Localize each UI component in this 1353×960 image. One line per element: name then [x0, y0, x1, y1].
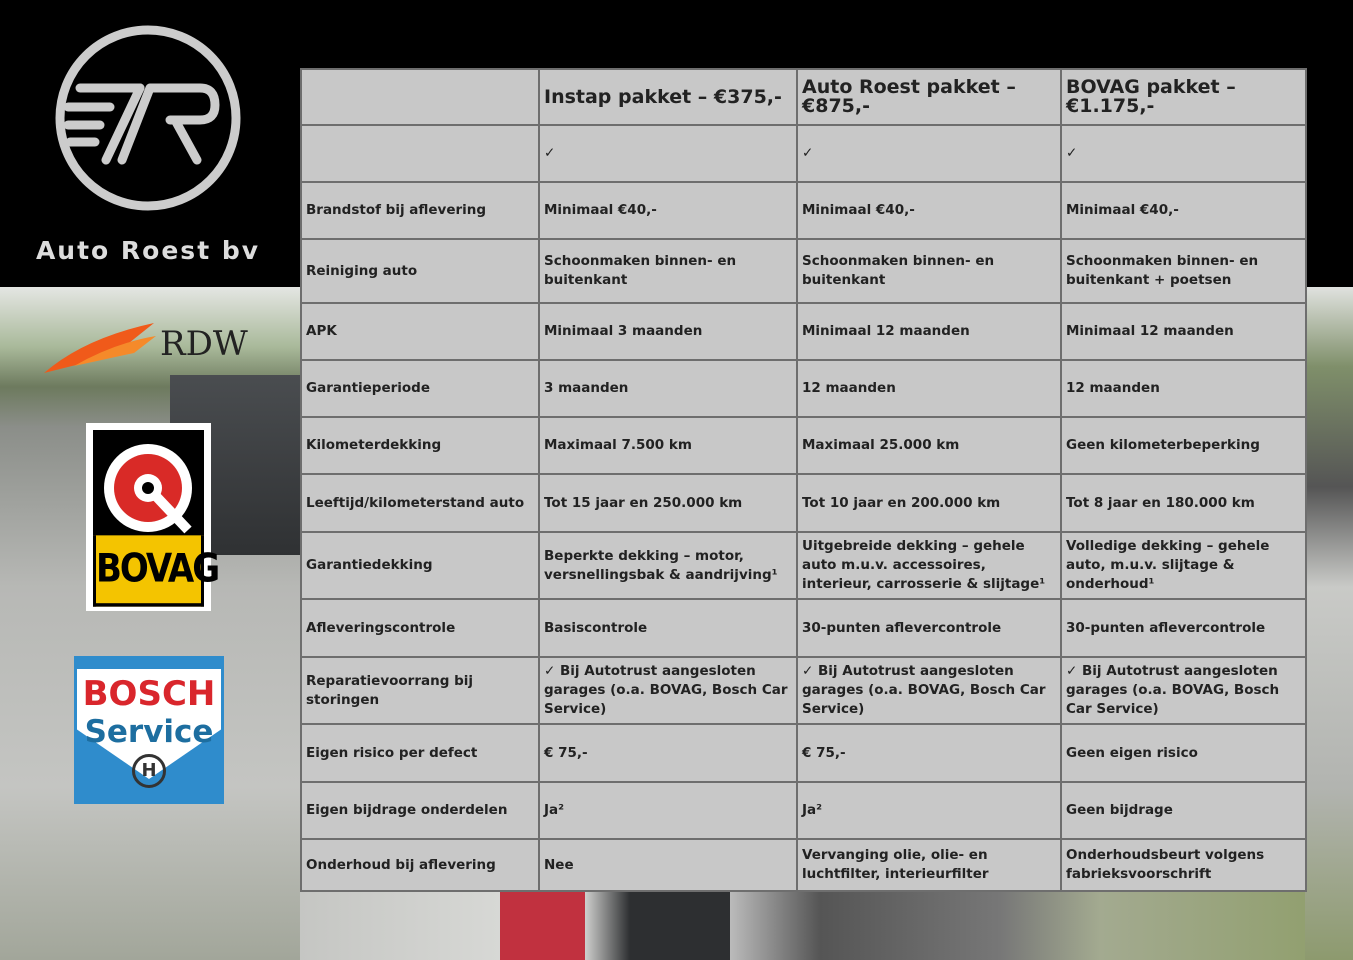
cell-value: Tot 10 jaar en 200.000 km — [796, 473, 1062, 533]
auto-roest-logo: Auto Roest bv — [0, 0, 300, 287]
cell-value: € 75,- — [796, 723, 1062, 783]
cell-value: Minimaal €40,- — [796, 181, 1062, 240]
bosch-armature-icon: H — [132, 754, 166, 788]
cell-value: 12 maanden — [1060, 359, 1307, 418]
cell-value: Schoonmaken binnen- en buitenkant + poet… — [1060, 238, 1307, 304]
cell-value: Geen kilometerbeperking — [1060, 416, 1307, 475]
table-row: Reiniging auto Schoonmaken binnen- en bui… — [300, 238, 1307, 304]
bovag-text: BOVAG — [93, 535, 220, 607]
row-label: Garantieperiode — [300, 359, 540, 418]
cell-value: Ja² — [796, 781, 1062, 840]
cell-value: 30-punten aflevercontrole — [796, 598, 1062, 658]
package-comparison-table: Instap pakket – €375,- Auto Roest pakket… — [300, 68, 1307, 892]
cell-value: Minimaal 3 maanden — [538, 302, 798, 361]
cell-value: Vervanging olie, olie- en luchtfilter, i… — [796, 838, 1062, 892]
bovag-logo: BOVAG — [86, 423, 220, 611]
cell-value: ✓ — [538, 124, 798, 183]
row-label: Afleveringscontrole — [300, 598, 540, 658]
table-row: Kilometerdekking Maximaal 7.500 km Maximaa… — [300, 416, 1307, 475]
row-label: Eigen risico per defect — [300, 723, 540, 783]
row-label: Garantiedekking — [300, 531, 540, 600]
cell-value: Geen bijdrage — [1060, 781, 1307, 840]
table-row: Leeftijd/kilometerstand auto Tot 15 jaar … — [300, 473, 1307, 533]
service-text: Service — [84, 714, 214, 750]
cell-value: Schoonmaken binnen- en buitenkant — [796, 238, 1062, 304]
row-label: Eigen bijdrage onderdelen — [300, 781, 540, 840]
row-label: Reparatievoorrang bij storingen — [300, 656, 540, 725]
row-label: APK — [300, 302, 540, 361]
rdw-logo-text: RDW — [160, 324, 248, 364]
ar-emblem-icon — [55, 25, 241, 211]
header-auto-roest: Auto Roest pakket – €875,- — [796, 68, 1062, 126]
row-label: Onderhoud bij aflevering — [300, 838, 540, 892]
brand-name: Auto Roest bv — [35, 236, 261, 265]
row-label: Leeftijd/kilometerstand auto — [300, 473, 540, 533]
table-row: Afleveringscontrole Basiscontrole 30-punte… — [300, 598, 1307, 658]
bovag-emblem-icon — [104, 444, 192, 534]
background-photo-right — [1305, 287, 1353, 960]
table-row: ✓ ✓ ✓ — [300, 124, 1307, 183]
table-row: Eigen risico per defect € 75,- € 75,- Geen … — [300, 723, 1307, 783]
row-label: Reiniging auto — [300, 238, 540, 304]
cell-value: Maximaal 25.000 km — [796, 416, 1062, 475]
cell-value: Minimaal €40,- — [538, 181, 798, 240]
cell-value: Minimaal 12 maanden — [1060, 302, 1307, 361]
cell-value: 3 maanden — [538, 359, 798, 418]
cell-value: Tot 8 jaar en 180.000 km — [1060, 473, 1307, 533]
table-row: Garantieperiode 3 maanden 12 maanden 12 maa… — [300, 359, 1307, 418]
table-header-row: Instap pakket – €375,- Auto Roest pakket… — [300, 68, 1307, 126]
cell-value: Schoonmaken binnen- en buitenkant — [538, 238, 798, 304]
cell-value: Onderhoudsbeurt volgens fabrieksvoorschr… — [1060, 838, 1307, 892]
cell-value: ✓ Bij Autotrust aangesloten garages (o.a… — [1060, 656, 1307, 725]
cell-value: ✓ — [1060, 124, 1307, 183]
bosch-text: BOSCH — [82, 674, 216, 714]
cell-value: Uitgebreide dekking – gehele auto m.u.v.… — [796, 531, 1062, 600]
cell-value: Maximaal 7.500 km — [538, 416, 798, 475]
rdw-logo-icon — [44, 323, 156, 373]
cell-value: ✓ Bij Autotrust aangesloten garages (o.a… — [796, 656, 1062, 725]
cell-value: Minimaal €40,- — [1060, 181, 1307, 240]
cell-value: ✓ Bij Autotrust aangesloten garages (o.a… — [538, 656, 798, 725]
header-instap: Instap pakket – €375,- — [538, 68, 798, 126]
cell-value: Basiscontrole — [538, 598, 798, 658]
header-bovag: BOVAG pakket – €1.175,- — [1060, 68, 1307, 126]
background-photo-bottom — [300, 890, 1305, 960]
cell-value: ✓ — [796, 124, 1062, 183]
header-empty — [300, 68, 540, 126]
cell-value: € 75,- — [538, 723, 798, 783]
row-label — [300, 124, 540, 183]
bosch-service-logo: BOSCH Service H — [74, 656, 224, 804]
cell-value: Beperkte dekking – motor, versnellingsba… — [538, 531, 798, 600]
cell-value: 30-punten aflevercontrole — [1060, 598, 1307, 658]
cell-value: Nee — [538, 838, 798, 892]
table-row: APK Minimaal 3 maanden Minimaal 12 maanden… — [300, 302, 1307, 361]
table-row: Brandstof bij aflevering Minimaal €40,- Mi… — [300, 181, 1307, 240]
table-row: Onderhoud bij aflevering Nee Vervanging ol… — [300, 838, 1307, 892]
row-label: Brandstof bij aflevering — [300, 181, 540, 240]
cell-value: Volledige dekking – gehele auto, m.u.v. … — [1060, 531, 1307, 600]
row-label: Kilometerdekking — [300, 416, 540, 475]
table-row: Garantiedekking Beperkte dekking – motor,… — [300, 531, 1307, 600]
cell-value: Ja² — [538, 781, 798, 840]
cell-value: Minimaal 12 maanden — [796, 302, 1062, 361]
table-row: Reparatievoorrang bij storingen ✓ Bij Aut… — [300, 656, 1307, 725]
cell-value: Tot 15 jaar en 250.000 km — [538, 473, 798, 533]
table-row: Eigen bijdrage onderdelen Ja² Ja² Geen bijd… — [300, 781, 1307, 840]
cell-value: 12 maanden — [796, 359, 1062, 418]
cell-value: Geen eigen risico — [1060, 723, 1307, 783]
